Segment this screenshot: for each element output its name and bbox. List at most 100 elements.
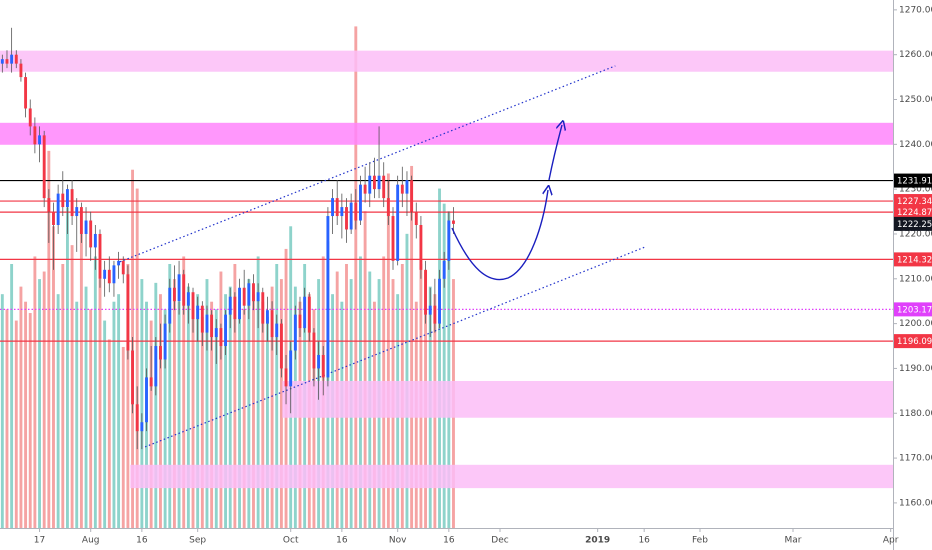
volume-bar xyxy=(405,233,409,528)
candle-body xyxy=(275,323,279,338)
candle-body xyxy=(205,314,209,333)
x-tick-label: 16 xyxy=(443,536,455,546)
candle-body xyxy=(61,193,65,208)
volume-bar xyxy=(186,286,190,528)
candle-body xyxy=(14,54,18,64)
volume-bar xyxy=(89,309,93,528)
volume-bar xyxy=(65,207,69,528)
x-tick-label: 17 xyxy=(34,536,45,546)
candle-body xyxy=(284,368,288,387)
channel-line xyxy=(119,65,616,263)
price-label: 1231.912 xyxy=(897,177,932,187)
candle-body xyxy=(56,193,60,226)
volume-bar xyxy=(10,264,14,528)
candle-body xyxy=(391,216,395,261)
volume-bar xyxy=(447,211,451,528)
y-tick-label: 1220.000 xyxy=(899,229,932,239)
candle-body xyxy=(224,314,228,347)
candle-body xyxy=(42,135,46,199)
candle-body xyxy=(265,310,269,324)
candle-body xyxy=(84,220,88,234)
volume-bar xyxy=(98,279,102,528)
x-tick-label: 16 xyxy=(336,536,348,546)
candle-body xyxy=(214,328,218,338)
candle-body xyxy=(38,135,41,145)
x-tick-label: Apr xyxy=(883,536,899,546)
x-tick-label: Nov xyxy=(389,536,407,546)
candle-body xyxy=(252,283,255,302)
channel-line xyxy=(144,246,646,448)
candle-body xyxy=(98,233,102,279)
candle-body xyxy=(210,314,214,338)
volume-bar xyxy=(312,309,316,528)
forecast-arrow xyxy=(451,125,562,281)
candle-body xyxy=(428,305,432,315)
y-tick-label: 1200.000 xyxy=(899,319,932,329)
volume-bar xyxy=(24,301,28,528)
candle-body xyxy=(289,350,293,387)
volume-bar xyxy=(117,294,121,528)
candle-body xyxy=(172,287,176,302)
zone xyxy=(130,464,893,489)
volume-bar xyxy=(363,211,367,528)
candle-body xyxy=(131,350,134,405)
candle-body xyxy=(107,269,111,284)
price-label-bg xyxy=(894,194,932,209)
y-tick-label: 1230.000 xyxy=(899,185,932,195)
volume-bar xyxy=(191,309,195,528)
volume-bar xyxy=(79,233,83,528)
volume-bar xyxy=(126,264,130,528)
volume-bar xyxy=(84,286,88,528)
volume-bar xyxy=(219,271,223,528)
candle-body xyxy=(79,207,83,234)
volume-bar xyxy=(242,309,246,528)
candle-body xyxy=(28,108,32,127)
volume-bar xyxy=(177,301,181,528)
volume-bar xyxy=(442,203,446,528)
candle-body xyxy=(321,354,325,378)
arrow-curve xyxy=(451,190,548,281)
candle-body xyxy=(447,220,451,261)
volume-bar xyxy=(438,188,441,528)
candle-body xyxy=(233,296,237,320)
candle-body xyxy=(149,377,153,387)
volume-bar xyxy=(261,301,265,528)
candle-body xyxy=(419,225,423,270)
x-tick-label: 16 xyxy=(136,536,148,546)
candle-body xyxy=(326,216,330,378)
price-label-bg xyxy=(894,334,932,349)
candle-body xyxy=(372,175,376,190)
volume-bar xyxy=(70,245,74,528)
candle-body xyxy=(163,323,167,360)
candle-body xyxy=(154,346,158,387)
volume-bar xyxy=(135,188,139,528)
price-label: 1214.329 xyxy=(897,255,932,265)
candle-body xyxy=(140,422,144,432)
axes: 1160.000 1170.000 1180.000 1190.000 1200.000… xyxy=(34,5,932,546)
y-tick-label: 1250.000 xyxy=(899,95,932,105)
candle-body xyxy=(368,175,372,194)
y-tick-label: 1170.000 xyxy=(899,454,932,464)
candle-body xyxy=(359,184,362,221)
volume-bar xyxy=(256,256,260,528)
volume-bar xyxy=(228,286,232,528)
candle-body xyxy=(200,305,204,333)
volume-bar xyxy=(107,339,111,528)
volume-bar xyxy=(5,309,9,528)
volume-bar xyxy=(14,320,18,528)
volume-bar xyxy=(386,173,390,528)
x-tick-label: Feb xyxy=(692,536,708,546)
x-tick-label: Mar xyxy=(785,536,802,546)
candle-body xyxy=(261,292,265,324)
volume-bar xyxy=(38,279,41,528)
candle-body xyxy=(345,207,348,230)
candle-body xyxy=(219,328,223,347)
candle-body xyxy=(121,260,125,275)
candle-body xyxy=(177,274,181,302)
candle-body xyxy=(400,184,404,194)
candle-body xyxy=(89,220,93,248)
candle-body xyxy=(363,184,367,194)
candle-body xyxy=(10,54,14,64)
volume-bar xyxy=(354,26,358,528)
